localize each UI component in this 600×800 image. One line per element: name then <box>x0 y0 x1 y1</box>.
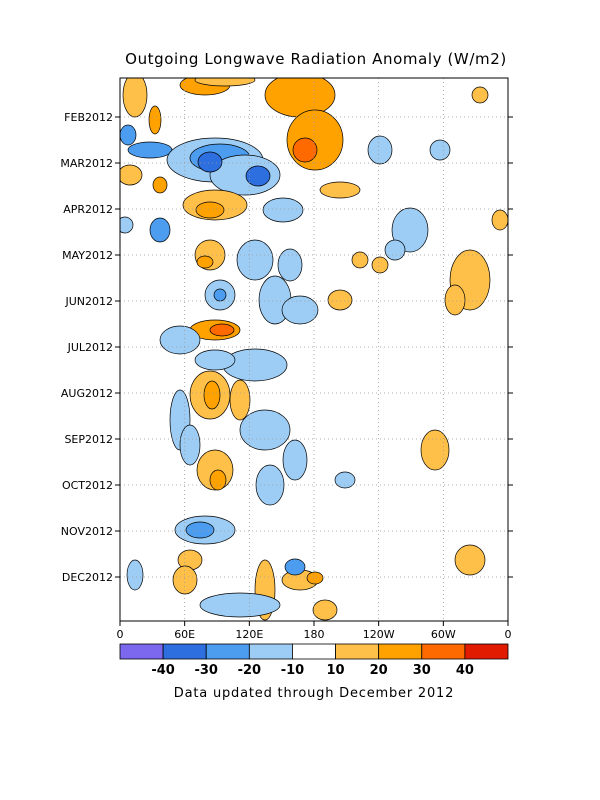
chart-title: Outgoing Longwave Radiation Anomaly (W/m… <box>125 50 507 68</box>
anomaly-patch <box>120 216 134 234</box>
anomaly-patch <box>391 207 429 253</box>
anomaly-patch <box>179 424 201 466</box>
anomaly-patch <box>199 592 281 618</box>
anomaly-patch <box>277 248 303 282</box>
colorbar-label: 20 <box>370 663 388 678</box>
anomaly-patch <box>122 78 148 118</box>
anomaly-patch <box>351 251 369 269</box>
x-tick-label: 0 <box>117 628 124 641</box>
anomaly-patch <box>284 558 306 576</box>
colorbar-swatch <box>292 643 336 660</box>
anomaly-patch <box>312 599 338 621</box>
anomaly-patch <box>127 141 173 159</box>
anomaly-patch <box>195 201 225 219</box>
y-tick-label: AUG2012 <box>61 387 113 400</box>
colorbar-label: 40 <box>456 663 474 678</box>
anomaly-patch <box>149 217 171 243</box>
colorbar-label: -10 <box>281 663 305 678</box>
anomaly-patch <box>384 239 406 261</box>
anomaly-patch <box>491 209 508 231</box>
anomaly-patch <box>236 239 274 281</box>
anomaly-patch <box>454 544 486 576</box>
grid-lines <box>120 78 508 621</box>
anomaly-patch <box>292 137 318 163</box>
anomaly-patch <box>203 380 221 410</box>
anomaly-patch <box>159 325 201 355</box>
x-tick-label: 60W <box>431 628 456 641</box>
colorbar-swatch <box>205 643 250 660</box>
x-tick-label: 0 <box>505 628 512 641</box>
anomaly-patch <box>281 295 319 325</box>
anomaly-patch <box>196 255 214 269</box>
anomaly-patch <box>471 86 489 104</box>
colorbar-label: 10 <box>327 663 345 678</box>
y-axis: FEB2012 MAR2012 APR2012 MAY2012 JUN2012 JUL20… <box>60 111 513 584</box>
y-tick-label: MAY2012 <box>62 249 113 262</box>
colorbar-swatch <box>248 643 293 660</box>
y-tick-label: OCT2012 <box>62 479 113 492</box>
anomaly-patch <box>262 197 304 223</box>
anomaly-field <box>120 78 508 621</box>
footer-note: Data updated through December 2012 <box>174 686 454 701</box>
x-tick-label: 180 <box>304 628 325 641</box>
colorbar-swatch <box>421 643 466 660</box>
anomaly-patch <box>209 323 235 337</box>
anomaly-patch <box>213 288 227 302</box>
anomaly-patch <box>229 379 251 421</box>
anomaly-patch <box>327 289 353 311</box>
anomaly-patch <box>286 109 344 171</box>
colorbar: -40 -30 -20 -10 10 20 30 40 <box>119 643 509 678</box>
colorbar-label: -40 <box>151 663 175 678</box>
anomaly-patch <box>126 559 144 591</box>
anomaly-patch <box>420 429 450 471</box>
anomaly-patch <box>194 349 236 371</box>
anomaly-patch <box>282 439 308 481</box>
anomaly-patch <box>120 164 143 186</box>
x-axis: 0 60E 120E 180 120W 60W 0 <box>117 621 512 641</box>
anomaly-patch <box>306 571 324 585</box>
anomaly-patch <box>120 124 137 146</box>
anomaly-patch <box>194 78 256 87</box>
x-tick-label: 120W <box>363 628 395 641</box>
y-tick-label: JUN2012 <box>64 295 113 308</box>
anomaly-patch <box>185 521 215 539</box>
colorbar-swatch <box>335 643 380 660</box>
y-tick-label: NOV2012 <box>61 525 113 538</box>
anomaly-patch <box>152 176 168 194</box>
colorbar-label: -30 <box>194 663 218 678</box>
anomaly-patch <box>148 105 162 135</box>
colorbar-label: -20 <box>238 663 262 678</box>
colorbar-swatch <box>119 643 164 660</box>
colorbar-swatch <box>464 643 509 660</box>
y-tick-label: JUL2012 <box>67 341 113 354</box>
y-tick-label: SEP2012 <box>64 433 113 446</box>
colorbar-swatch <box>162 643 207 660</box>
y-tick-label: MAR2012 <box>60 157 113 170</box>
colorbar-swatch <box>378 643 423 660</box>
anomaly-patch <box>429 139 451 161</box>
y-tick-label: DEC2012 <box>62 571 113 584</box>
colorbar-label: 30 <box>413 663 431 678</box>
anomaly-patch <box>239 409 291 451</box>
anomaly-patch <box>197 151 223 173</box>
anomaly-patch <box>334 471 356 489</box>
y-tick-label: APR2012 <box>63 203 113 216</box>
anomaly-patch <box>245 165 271 187</box>
x-tick-label: 60E <box>174 628 195 641</box>
anomaly-patch <box>319 181 361 199</box>
y-tick-label: FEB2012 <box>64 111 113 124</box>
x-tick-label: 120E <box>235 628 263 641</box>
anomaly-patch <box>371 256 389 274</box>
anomaly-patch <box>264 78 336 118</box>
anomaly-patch <box>444 284 466 316</box>
anomaly-patch <box>209 469 227 491</box>
anomaly-patch <box>367 135 393 165</box>
